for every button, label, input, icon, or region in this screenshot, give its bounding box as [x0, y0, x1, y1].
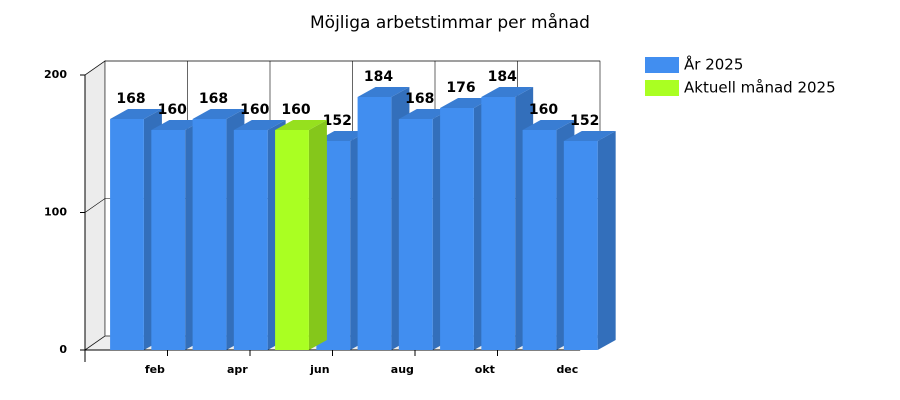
- data-label: 168: [116, 91, 145, 107]
- x-tick-label: jun: [309, 363, 329, 376]
- data-label: 184: [488, 69, 517, 85]
- bar-top: [481, 87, 534, 97]
- data-label: 160: [281, 102, 310, 118]
- bar: [481, 97, 516, 350]
- x-tick-label: apr: [227, 363, 248, 376]
- bar: [398, 119, 433, 350]
- bar: [522, 130, 557, 350]
- bar-top: [398, 109, 451, 119]
- data-label: 160: [158, 102, 187, 118]
- bar-side: [597, 131, 616, 350]
- grid-line: [84, 60, 600, 76]
- legend-swatch: [645, 57, 679, 73]
- x-tick-label: okt: [475, 363, 495, 376]
- y-tick-label: 200: [44, 68, 67, 81]
- bar-top: [522, 120, 575, 130]
- data-label: 168: [405, 91, 434, 107]
- bar-top: [192, 109, 245, 119]
- y-tick-label: 100: [44, 206, 67, 219]
- data-label: 176: [446, 80, 475, 96]
- data-label: 152: [570, 113, 599, 129]
- legend-swatch: [645, 80, 679, 96]
- bar-side: [308, 120, 327, 350]
- bar-top: [233, 120, 286, 130]
- legend-label: Aktuell månad 2025: [684, 79, 836, 97]
- data-label: 184: [364, 69, 393, 85]
- data-label: 152: [323, 113, 352, 129]
- data-label: 160: [240, 102, 269, 118]
- bar: [563, 141, 598, 350]
- legend-label: År 2025: [684, 55, 743, 74]
- bar: [151, 130, 186, 350]
- bar: [440, 108, 474, 350]
- bar-top: [275, 120, 327, 130]
- bar: [110, 119, 144, 350]
- y-tick-label: 0: [59, 343, 67, 356]
- bar: [357, 97, 392, 350]
- data-label: 160: [529, 102, 558, 118]
- bar-top: [357, 87, 410, 97]
- bar: [192, 119, 227, 350]
- bar-top: [563, 131, 616, 141]
- bar: [233, 130, 268, 350]
- bar: [275, 130, 309, 350]
- x-tick-label: aug: [391, 363, 414, 376]
- bar-top: [440, 98, 492, 108]
- bar-top: [110, 109, 162, 119]
- x-tick-label: dec: [556, 363, 578, 376]
- bar-top: [151, 120, 204, 130]
- bar-top: [316, 131, 369, 141]
- chart-title: Möjliga arbetstimmar per månad: [310, 12, 590, 33]
- x-tick-label: feb: [145, 363, 165, 376]
- data-label: 168: [199, 91, 228, 107]
